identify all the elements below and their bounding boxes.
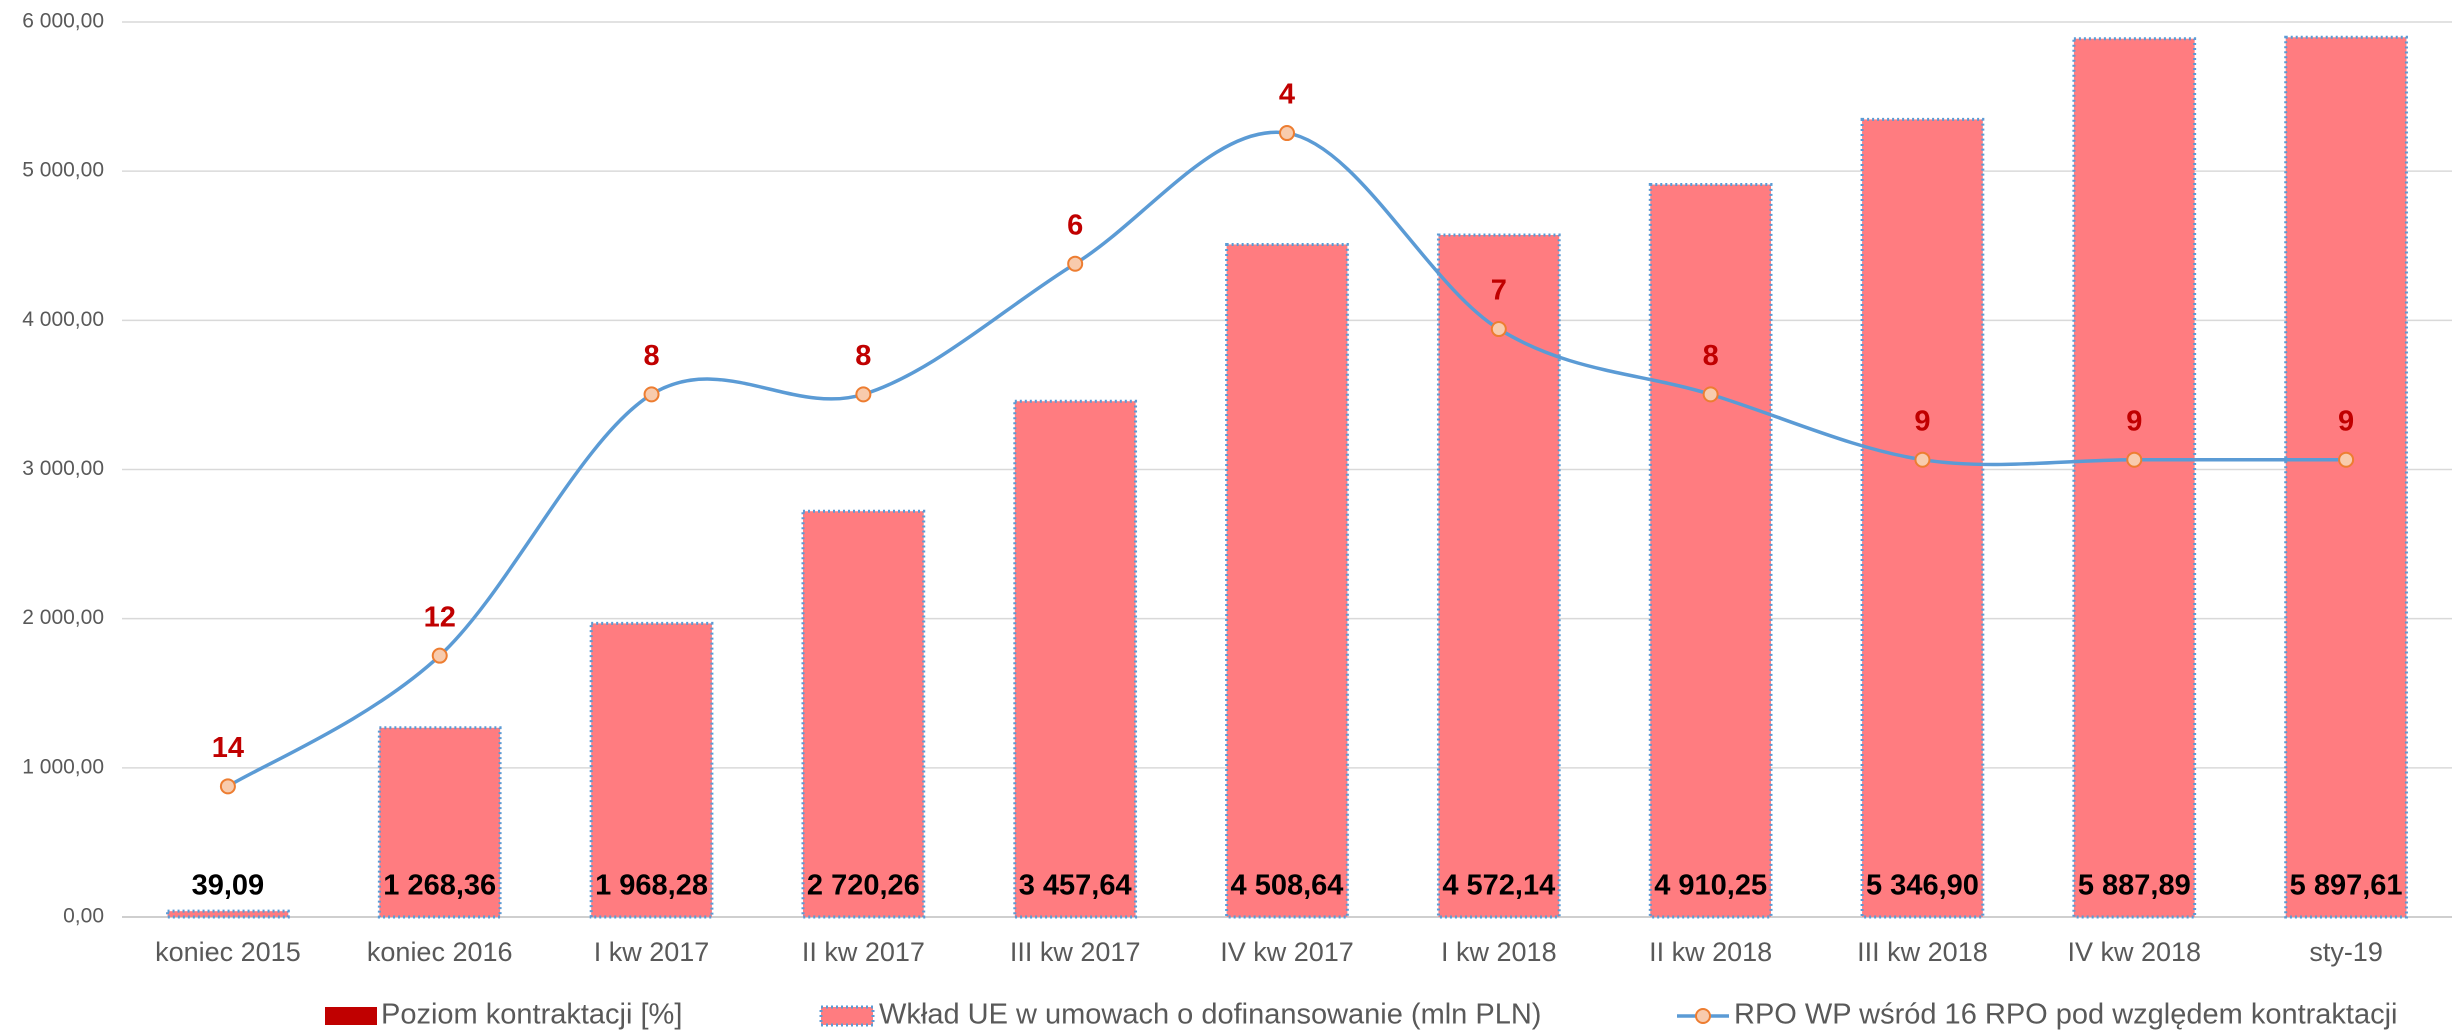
x-tick-label: I kw 2017	[594, 937, 710, 967]
legend-label: Poziom kontraktacji [%]	[381, 999, 682, 1031]
data-label: 4 508,64	[1231, 870, 1344, 902]
data-label: 3 457,64	[1019, 870, 1132, 902]
legend-swatch	[819, 1005, 875, 1027]
data-label: 8	[643, 340, 659, 372]
x-tick-label: III kw 2018	[1857, 937, 1988, 967]
data-label: 4 572,14	[1442, 870, 1555, 902]
line-marker	[1914, 451, 1931, 468]
data-label: 5 897,61	[2290, 870, 2403, 902]
data-label: 1 268,36	[383, 870, 496, 902]
y-tick-label: 4 000,00	[22, 308, 104, 331]
x-tick-label: koniec 2016	[367, 937, 513, 967]
x-tick-label: III kw 2017	[1010, 937, 1141, 967]
bar	[1436, 233, 1561, 919]
data-label: 9	[2126, 405, 2142, 437]
data-label: 7	[1491, 275, 1507, 307]
legend-swatch	[325, 1007, 377, 1025]
bar	[2284, 35, 2408, 919]
data-label: 9	[1914, 405, 1930, 437]
data-label: 5 887,89	[2078, 870, 2191, 902]
bar	[166, 909, 290, 919]
line-marker	[855, 386, 872, 403]
x-tick-label: II kw 2018	[1649, 937, 1772, 967]
data-label: 8	[1703, 340, 1719, 372]
bar	[377, 726, 502, 919]
y-tick-label: 2 000,00	[22, 606, 104, 629]
line-marker	[2126, 451, 2143, 468]
line-marker	[1702, 386, 1719, 403]
line-marker	[219, 778, 236, 795]
y-tick-label: 3 000,00	[22, 457, 104, 480]
data-label: 39,09	[192, 870, 265, 902]
bar	[1013, 399, 1138, 919]
line-marker	[431, 647, 448, 664]
data-label: 14	[212, 732, 244, 764]
x-tick-label: koniec 2015	[155, 937, 301, 967]
y-tick-label: 0,00	[63, 905, 104, 928]
y-tick-label: 5 000,00	[22, 159, 104, 182]
x-tick-label: sty-19	[2309, 937, 2383, 967]
line	[226, 130, 2347, 788]
line-marker	[1067, 255, 1084, 272]
line-marker	[643, 386, 660, 403]
legend-label: Wkład UE w umowach o dofinansowanie (mln…	[879, 999, 1541, 1031]
x-tick-label: IV kw 2017	[1220, 937, 1354, 967]
data-label: 5 346,90	[1866, 870, 1979, 902]
data-label: 9	[2338, 405, 2354, 437]
data-label: 12	[424, 601, 456, 633]
data-label: 2 720,26	[807, 870, 920, 902]
legend-label: RPO WP wśród 16 RPO pod względem kontrak…	[1734, 999, 2398, 1031]
bar	[589, 621, 714, 919]
x-tick-label: II kw 2017	[802, 937, 925, 967]
data-label: 4	[1279, 79, 1295, 111]
x-tick-label: I kw 2018	[1441, 937, 1557, 967]
bar	[801, 509, 926, 919]
x-tick-label: IV kw 2018	[2067, 937, 2201, 967]
legend-swatch	[1695, 1008, 1711, 1024]
line-marker	[2338, 451, 2355, 468]
line-marker	[1279, 125, 1295, 142]
data-label: 4 910,25	[1654, 870, 1767, 902]
y-tick-label: 1 000,00	[22, 755, 104, 778]
bar	[1225, 242, 1349, 919]
y-tick-label: 6 000,00	[22, 10, 104, 33]
data-label: 6	[1067, 209, 1083, 241]
bar	[1860, 117, 1985, 919]
line-marker	[1490, 321, 1507, 338]
data-label: 1 968,28	[595, 870, 708, 902]
bar	[2072, 37, 2197, 919]
data-label: 8	[855, 340, 871, 372]
bar	[1648, 183, 1773, 919]
